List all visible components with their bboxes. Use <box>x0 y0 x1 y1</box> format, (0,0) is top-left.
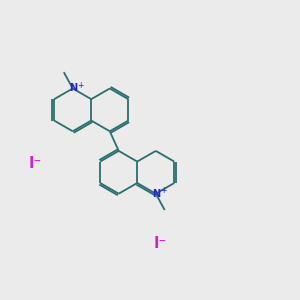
Text: +: + <box>77 81 83 90</box>
Text: +: + <box>160 186 166 195</box>
Text: N: N <box>152 189 160 199</box>
Text: I⁻: I⁻ <box>154 236 167 251</box>
Text: N: N <box>69 83 77 94</box>
Text: I⁻: I⁻ <box>29 156 42 171</box>
